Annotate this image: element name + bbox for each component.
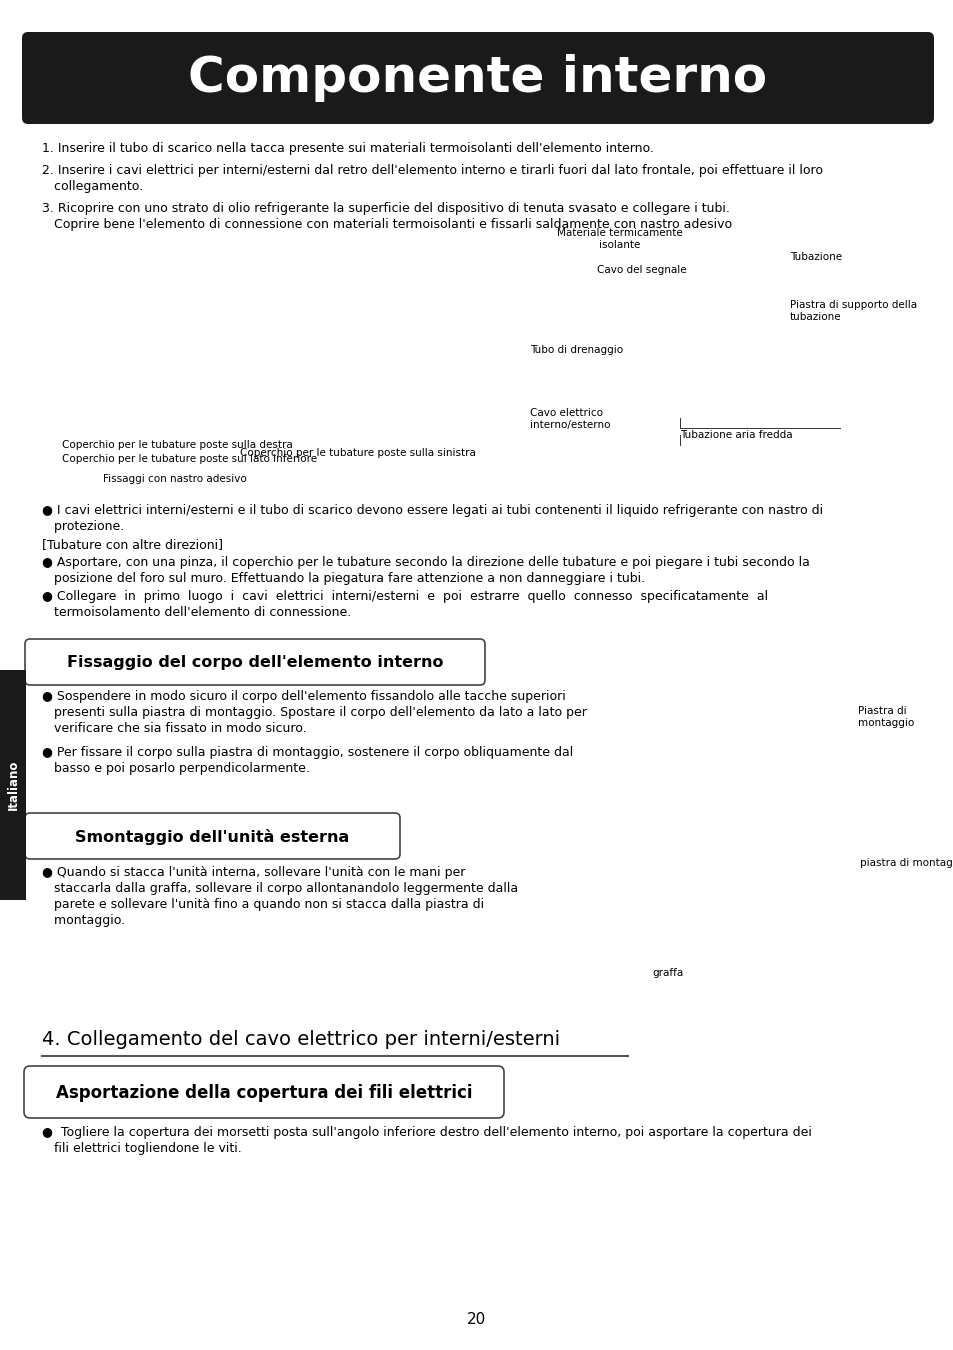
Text: presenti sulla piastra di montaggio. Spostare il corpo dell'elemento da lato a l: presenti sulla piastra di montaggio. Spo…	[42, 706, 586, 720]
Text: Materiale termicamente
isolante: Materiale termicamente isolante	[557, 228, 682, 250]
Text: posizione del foro sul muro. Effettuando la piegatura fare attenzione a non dann: posizione del foro sul muro. Effettuando…	[42, 572, 644, 585]
Text: [Tubature con altre direzioni]: [Tubature con altre direzioni]	[42, 539, 223, 551]
Text: 4. Collegamento del cavo elettrico per interni/esterni: 4. Collegamento del cavo elettrico per i…	[42, 1030, 559, 1049]
FancyBboxPatch shape	[25, 639, 484, 684]
Text: Tubazione aria fredda: Tubazione aria fredda	[679, 431, 792, 440]
Text: Fissaggi con nastro adesivo: Fissaggi con nastro adesivo	[103, 474, 247, 485]
Text: Coperchio per le tubature poste sul lato inferiore: Coperchio per le tubature poste sul lato…	[62, 454, 316, 464]
Text: collegamento.: collegamento.	[42, 180, 143, 193]
Text: Coperchio per le tubature poste sulla sinistra: Coperchio per le tubature poste sulla si…	[240, 448, 476, 458]
Text: ● Collegare  in  primo  luogo  i  cavi  elettrici  interni/esterni  e  poi  estr: ● Collegare in primo luogo i cavi elettr…	[42, 590, 767, 603]
Text: Cavo del segnale: Cavo del segnale	[597, 265, 686, 275]
Text: Tubo di drenaggio: Tubo di drenaggio	[530, 346, 622, 355]
Text: piastra di montaggio: piastra di montaggio	[859, 859, 953, 868]
Text: termoisolamento dell'elemento di connessione.: termoisolamento dell'elemento di conness…	[42, 606, 351, 620]
Text: ● Asportare, con una pinza, il coperchio per le tubature secondo la direzione de: ● Asportare, con una pinza, il coperchio…	[42, 556, 809, 568]
Text: ● Sospendere in modo sicuro il corpo dell'elemento fissandolo alle tacche superi: ● Sospendere in modo sicuro il corpo del…	[42, 690, 565, 703]
Text: 2. Inserire i cavi elettrici per interni/esterni dal retro dell'elemento interno: 2. Inserire i cavi elettrici per interni…	[42, 163, 822, 177]
Text: montaggio.: montaggio.	[42, 914, 125, 927]
FancyBboxPatch shape	[22, 32, 933, 124]
Text: Fissaggio del corpo dell'elemento interno: Fissaggio del corpo dell'elemento intern…	[67, 656, 443, 671]
Text: ● I cavi elettrici interni/esterni e il tubo di scarico devono essere legati ai : ● I cavi elettrici interni/esterni e il …	[42, 504, 822, 517]
Text: Cavo elettrico
interno/esterno: Cavo elettrico interno/esterno	[530, 408, 610, 429]
Text: Componente interno: Componente interno	[189, 54, 767, 103]
Text: Tubazione: Tubazione	[789, 252, 841, 262]
Text: Piastra di supporto della
tubazione: Piastra di supporto della tubazione	[789, 300, 916, 321]
Text: Asportazione della copertura dei fili elettrici: Asportazione della copertura dei fili el…	[55, 1084, 472, 1102]
Text: graffa: graffa	[652, 968, 683, 977]
Text: protezione.: protezione.	[42, 520, 124, 533]
Text: parete e sollevare l'unità fino a quando non si stacca dalla piastra di: parete e sollevare l'unità fino a quando…	[42, 898, 483, 911]
Text: 1. Inserire il tubo di scarico nella tacca presente sui materiali termoisolanti : 1. Inserire il tubo di scarico nella tac…	[42, 142, 653, 155]
Text: ● Per fissare il corpo sulla piastra di montaggio, sostenere il corpo obliquamen: ● Per fissare il corpo sulla piastra di …	[42, 747, 573, 759]
Text: staccarla dalla graffa, sollevare il corpo allontanandolo leggermente dalla: staccarla dalla graffa, sollevare il cor…	[42, 882, 517, 895]
FancyBboxPatch shape	[25, 813, 399, 859]
Text: Coprire bene l'elemento di connessione con materiali termoisolanti e fissarli sa: Coprire bene l'elemento di connessione c…	[42, 217, 731, 231]
Text: Coperchio per le tubature poste sulla destra: Coperchio per le tubature poste sulla de…	[62, 440, 293, 450]
Text: fili elettrici togliendone le viti.: fili elettrici togliendone le viti.	[42, 1142, 241, 1156]
Text: verificare che sia fissato in modo sicuro.: verificare che sia fissato in modo sicur…	[42, 722, 306, 734]
Text: 3. Ricoprire con uno strato di olio refrigerante la superficie del dispositivo d: 3. Ricoprire con uno strato di olio refr…	[42, 202, 729, 215]
Text: Piastra di
montaggio: Piastra di montaggio	[857, 706, 913, 728]
Text: Smontaggio dell'unità esterna: Smontaggio dell'unità esterna	[74, 829, 349, 845]
FancyBboxPatch shape	[24, 1066, 503, 1118]
Text: 20: 20	[467, 1312, 486, 1327]
Text: basso e poi posarlo perpendicolarmente.: basso e poi posarlo perpendicolarmente.	[42, 761, 310, 775]
Bar	[0, 670, 26, 900]
Text: ●  Togliere la copertura dei morsetti posta sull'angolo inferiore destro dell'el: ● Togliere la copertura dei morsetti pos…	[42, 1126, 811, 1139]
Text: ● Quando si stacca l'unità interna, sollevare l'unità con le mani per: ● Quando si stacca l'unità interna, soll…	[42, 865, 465, 879]
Text: Italiano: Italiano	[7, 760, 19, 810]
